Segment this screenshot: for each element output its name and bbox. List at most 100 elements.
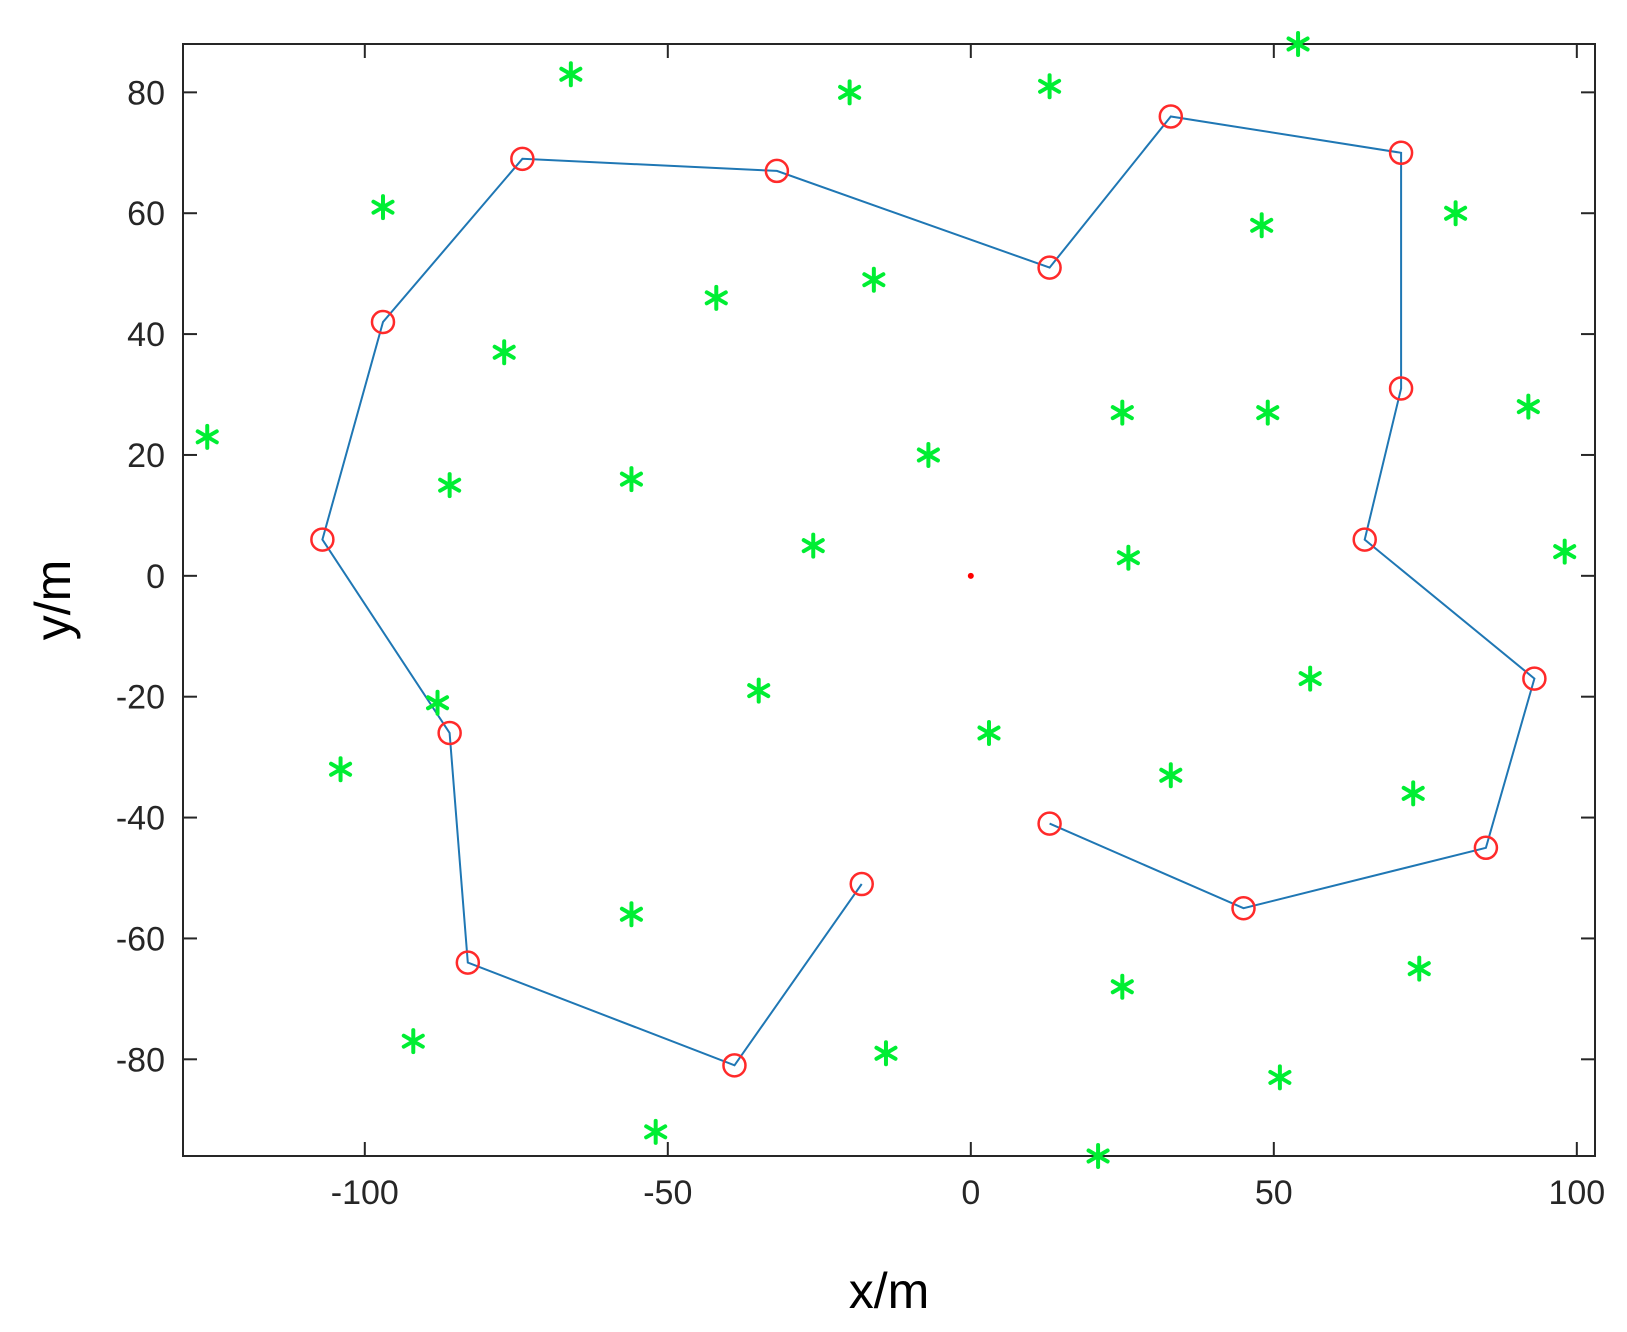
asterisk-point <box>371 194 395 221</box>
asterisk-stroke <box>195 429 219 445</box>
asterisk-point <box>1159 762 1183 789</box>
y-tick-label: 80 <box>127 74 165 112</box>
asterisk-point <box>1516 393 1540 420</box>
asterisk-stroke <box>747 683 771 699</box>
asterisk-stroke <box>371 199 395 215</box>
circle-point <box>1158 104 1184 129</box>
asterisk-stroke <box>619 906 643 922</box>
asterisk-point <box>1250 212 1274 239</box>
circle-point <box>437 720 462 746</box>
asterisk-stroke <box>1110 405 1134 421</box>
asterisk-point <box>195 423 219 450</box>
asterisk-stroke <box>1086 1148 1110 1164</box>
axis-ticks: -100 -50 0 50 100 -80 -60 -40 -20 0 20 40 60 80 <box>116 44 1605 1212</box>
asterisk-stroke <box>1250 217 1274 233</box>
y-axis-label: y/m <box>25 560 81 641</box>
circle-point <box>455 950 481 975</box>
asterisk-point <box>1038 73 1062 100</box>
asterisk-point <box>1116 544 1140 571</box>
asterisk-stroke <box>838 84 862 100</box>
circle-point <box>1473 835 1499 861</box>
asterisk-stroke <box>1110 979 1134 995</box>
asterisk-point <box>1110 973 1134 1000</box>
asterisk-stroke <box>1401 785 1425 801</box>
asterisk-stroke <box>1256 405 1280 421</box>
asterisk-stroke <box>1116 550 1140 566</box>
asterisk-point <box>329 756 353 783</box>
circle-point <box>1388 376 1414 401</box>
circle-point <box>1231 895 1256 921</box>
circle-point <box>764 158 790 184</box>
x-tick-label: -100 <box>331 1174 399 1212</box>
asterisk-point <box>1110 399 1134 426</box>
asterisk-stroke <box>401 1033 425 1049</box>
asterisk-stroke <box>1159 767 1183 783</box>
asterisk-point <box>1407 955 1431 982</box>
asterisk-stroke <box>1553 544 1577 560</box>
y-tick-label: 20 <box>127 437 165 475</box>
asterisk-point <box>1286 31 1310 57</box>
asterisk-point <box>1444 200 1468 227</box>
asterisk-point <box>644 1118 668 1145</box>
path-line <box>321 115 1536 1067</box>
asterisk-stroke <box>1444 205 1468 221</box>
asterisk-point <box>1268 1064 1292 1091</box>
asterisk-point <box>1553 538 1577 565</box>
asterisk-stroke <box>977 725 1001 741</box>
asterisk-point <box>704 284 728 311</box>
y-tick-label: -20 <box>116 679 165 717</box>
asterisk-stroke <box>1516 399 1540 415</box>
asterisk-stroke <box>1298 671 1322 687</box>
asterisk-point <box>619 901 643 928</box>
y-tick-label: 60 <box>127 195 165 233</box>
origin-point <box>967 572 974 579</box>
asterisk-point <box>1298 665 1322 692</box>
circle-point <box>849 871 874 897</box>
circle-point <box>1037 255 1062 280</box>
circle-point <box>1037 811 1062 836</box>
asterisk-stroke <box>644 1124 668 1140</box>
circle-point <box>1388 140 1414 166</box>
asterisk-point <box>874 1040 898 1067</box>
asterisk-point <box>977 719 1001 746</box>
circle-point <box>1522 666 1547 691</box>
x-tick-label: 50 <box>1255 1174 1293 1212</box>
asterisk-stroke <box>1407 961 1431 977</box>
asterisk-stroke <box>1286 36 1310 52</box>
circle-point <box>510 146 535 172</box>
asterisk-stroke <box>559 66 583 82</box>
asterisk-point <box>1086 1143 1110 1169</box>
asterisk-point <box>401 1028 425 1055</box>
asterisk-stroke <box>862 272 886 288</box>
asterisk-point <box>1256 399 1280 426</box>
x-axis-label: x/m <box>849 1263 930 1319</box>
asterisk-stroke <box>801 538 825 554</box>
asterisk-stroke <box>438 477 462 493</box>
x-tick-label: 0 <box>961 1174 980 1212</box>
asterisk-stroke <box>916 447 940 463</box>
asterisk-point <box>619 466 643 493</box>
asterisk-point <box>862 266 886 293</box>
plot-area <box>182 43 1596 1157</box>
asterisk-point <box>438 472 462 499</box>
asterisk-stroke <box>1038 78 1062 94</box>
asterisk-stroke <box>492 344 516 360</box>
y-tick-label: 40 <box>127 316 165 354</box>
asterisk-point <box>747 677 771 704</box>
x-tick-label: -50 <box>643 1174 692 1212</box>
asterisk-point <box>559 61 583 88</box>
asterisk-point <box>838 79 862 106</box>
asterisk-point <box>492 339 516 366</box>
circle-point <box>1352 527 1377 552</box>
asterisk-stroke <box>874 1045 898 1061</box>
asterisk-point <box>425 689 450 716</box>
asterisk-point <box>1401 780 1425 807</box>
circle-point <box>310 527 335 552</box>
y-tick-label: -60 <box>116 920 165 958</box>
circle-point <box>722 1053 747 1078</box>
y-tick-label: 0 <box>146 558 165 596</box>
y-tick-label: -80 <box>116 1041 165 1079</box>
x-tick-label: 100 <box>1548 1174 1605 1212</box>
asterisk-stroke <box>1268 1069 1292 1085</box>
